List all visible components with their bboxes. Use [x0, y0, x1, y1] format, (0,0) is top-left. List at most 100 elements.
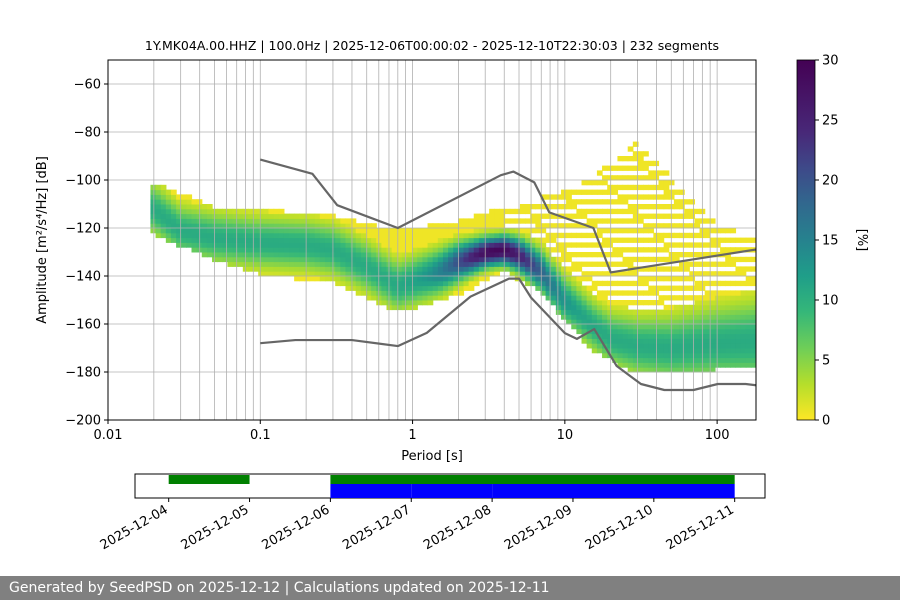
heatmap-cell [637, 309, 644, 315]
heatmap-cell [442, 280, 449, 287]
heatmap-cell [643, 165, 649, 171]
heatmap-cell [386, 228, 393, 234]
heatmap-cell [509, 208, 516, 215]
heatmap-cell [607, 314, 613, 320]
heatmap-cell [417, 256, 424, 263]
heatmap-cell [714, 261, 721, 267]
heatmap-cell [622, 290, 629, 296]
heatmap-cell [637, 218, 644, 224]
heatmap-cell [176, 213, 182, 219]
heatmap-cell [181, 237, 187, 243]
heatmap-cell [637, 165, 644, 171]
heatmap-cell [371, 252, 377, 258]
heatmap-cell [473, 261, 480, 267]
heatmap-cell [576, 199, 583, 205]
heatmap-cell [679, 285, 685, 291]
heatmap-cell [730, 309, 737, 315]
heatmap-cell [663, 194, 670, 200]
heatmap-cell [494, 271, 501, 277]
heatmap-cell [627, 333, 634, 339]
heatmap-cell [576, 213, 583, 219]
heatmap-cell [586, 333, 593, 339]
heatmap-cell [596, 189, 603, 195]
heatmap-cell [581, 319, 588, 325]
heatmap-cell [525, 252, 531, 258]
heatmap-cell [571, 276, 577, 282]
heatmap-cell [750, 333, 756, 339]
heatmap-cell [340, 266, 347, 272]
heatmap-cell [365, 247, 372, 253]
heatmap-cell [201, 228, 208, 234]
heatmap-cell [750, 309, 756, 315]
heatmap-cell [555, 256, 562, 263]
heatmap-cell [519, 237, 526, 243]
heatmap-cell [596, 218, 603, 224]
heatmap-cell [632, 256, 639, 263]
heatmap-cell [709, 357, 716, 363]
heatmap-cell [509, 271, 516, 277]
heatmap-cell [735, 357, 742, 363]
heatmap-cell [386, 266, 393, 272]
heatmap-cell [673, 304, 680, 311]
heatmap-cell [181, 223, 187, 229]
heatmap-cell [663, 333, 670, 339]
heatmap-cell [417, 290, 424, 296]
heatmap-cell [453, 223, 459, 229]
heatmap-cell [632, 141, 639, 147]
heatmap-cell [617, 199, 624, 205]
heatmap-cell [191, 237, 198, 243]
heatmap-cell [263, 256, 270, 263]
heatmap-cell [422, 271, 429, 277]
heatmap-cell [181, 242, 187, 248]
heatmap-cell [427, 290, 434, 296]
heatmap-cell [417, 242, 424, 248]
heatmap-cell [679, 367, 685, 373]
heatmap-cell [227, 261, 234, 267]
heatmap-cell [314, 266, 321, 272]
heatmap-cell [294, 261, 300, 267]
heatmap-cell [740, 271, 747, 277]
heatmap-cell [263, 271, 270, 277]
heatmap-cell [355, 242, 362, 248]
heatmap-cell [602, 295, 608, 301]
heatmap-cell [427, 300, 434, 306]
heatmap-cell [407, 237, 413, 243]
timeline-tick-label: 2025-12-07 [340, 502, 413, 553]
heatmap-cell [689, 348, 696, 354]
heatmap-cell [550, 295, 557, 301]
heatmap-cell [648, 314, 654, 320]
heatmap-cell [401, 285, 408, 291]
heatmap-cell [176, 223, 182, 229]
heatmap-cell [725, 352, 731, 359]
heatmap-cell [658, 276, 665, 282]
heatmap-cell [679, 343, 685, 349]
heatmap-cell [730, 300, 737, 306]
heatmap-cell [709, 367, 716, 373]
heatmap-cell [489, 252, 495, 258]
heatmap-cell [294, 276, 300, 282]
heatmap-cell [294, 247, 300, 253]
heatmap-cell [165, 213, 172, 219]
heatmap-cell [612, 290, 619, 296]
heatmap-cell [730, 295, 737, 301]
heatmap-cell [258, 237, 264, 243]
heatmap-cell [170, 232, 177, 239]
heatmap-cell [191, 213, 198, 219]
timeline-segment [411, 484, 493, 498]
heatmap-cell [237, 218, 244, 224]
heatmap-cell [643, 352, 649, 359]
heatmap-cell [663, 213, 670, 219]
heatmap-cell [725, 256, 731, 263]
heatmap-cell [545, 194, 552, 200]
heatmap-cell [191, 232, 198, 239]
heatmap-cell [509, 256, 516, 263]
heatmap-cell [309, 266, 316, 272]
heatmap-cell [458, 223, 465, 229]
heatmap-cell [217, 252, 223, 258]
heatmap-cell [350, 223, 357, 229]
heatmap-cell [381, 280, 388, 287]
heatmap-cell [617, 290, 624, 296]
heatmap-cell [607, 252, 613, 258]
heatmap-cell [514, 247, 521, 253]
heatmap-cell [591, 295, 598, 301]
